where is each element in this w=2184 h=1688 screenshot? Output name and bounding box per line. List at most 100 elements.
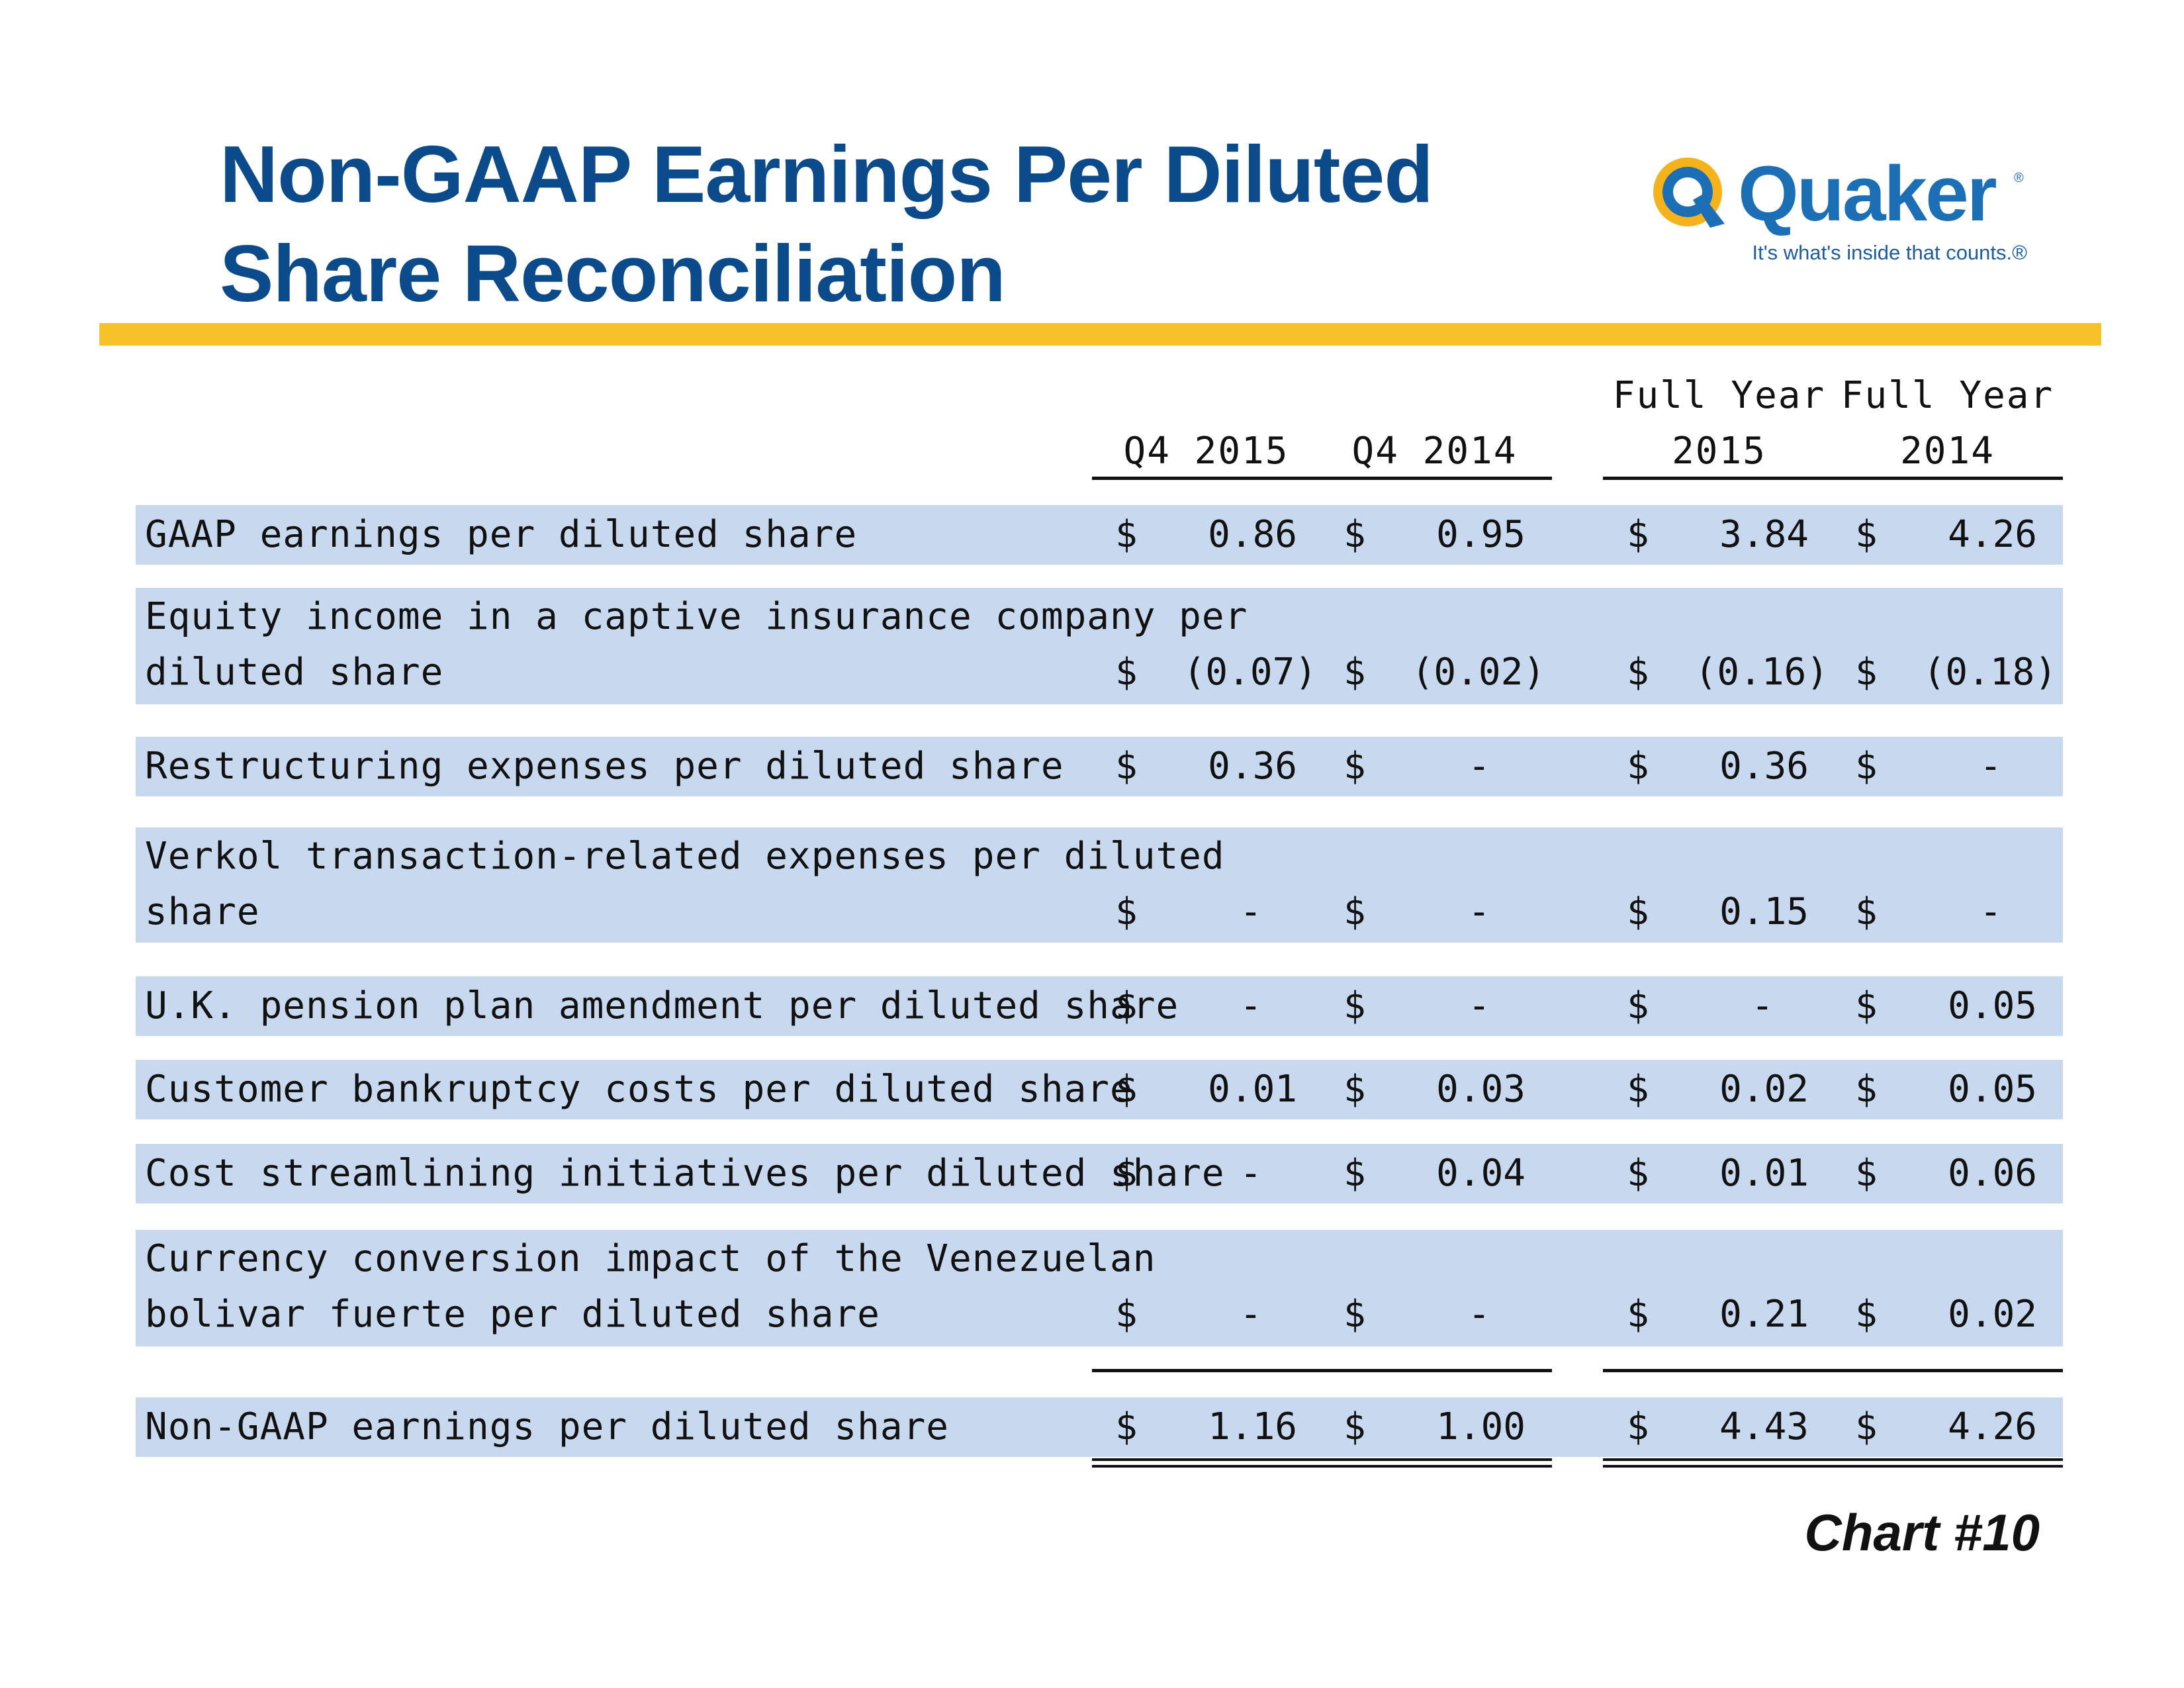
currency-symbol: $ bbox=[1115, 890, 1138, 933]
title-line-2: Share Reconciliation bbox=[220, 228, 1006, 318]
table-row: Customer bankruptcy costs per diluted sh… bbox=[136, 1060, 2063, 1119]
cell-fy-2014: 0.06 bbox=[1948, 1152, 2037, 1195]
currency-symbol: $ bbox=[1855, 984, 1878, 1027]
cell-q4-2015: - bbox=[1240, 890, 1262, 933]
col-header-fy-2015-line1: Full Year bbox=[1612, 374, 1826, 417]
cell-q4-2015: (0.07) bbox=[1183, 651, 1317, 694]
cell-q4-2014: 0.95 bbox=[1436, 513, 1525, 556]
row-label-line2: bolivar fuerte per diluted share bbox=[145, 1293, 880, 1336]
cell-fy-2015: 0.21 bbox=[1719, 1293, 1809, 1336]
header-underline-quarter bbox=[1092, 477, 1552, 480]
row-label: Cost streamlining initiatives per dilute… bbox=[145, 1152, 1225, 1195]
col-header-fy-2015: Full Year 2015 bbox=[1605, 368, 1833, 479]
currency-symbol: $ bbox=[1855, 651, 1878, 694]
currency-symbol: $ bbox=[1343, 745, 1366, 788]
cell-q4-2015: 0.36 bbox=[1208, 745, 1297, 788]
total-fy-2014: 4.26 bbox=[1948, 1405, 2037, 1448]
logo-wordmark: Quaker bbox=[1738, 150, 1997, 238]
table-row: Restructuring expenses per diluted share… bbox=[136, 737, 2063, 796]
currency-symbol: $ bbox=[1627, 1068, 1649, 1111]
table-row: Equity income in a captive insurance com… bbox=[136, 588, 2063, 704]
currency-symbol: $ bbox=[1627, 651, 1649, 694]
total-label: Non-GAAP earnings per diluted share bbox=[145, 1405, 950, 1448]
cell-fy-2014: 0.02 bbox=[1948, 1293, 2037, 1336]
table-row: GAAP earnings per diluted share $ 0.86 $… bbox=[136, 505, 2063, 565]
cell-q4-2014: (0.02) bbox=[1411, 651, 1545, 694]
header-underline-full-year bbox=[1603, 477, 2063, 480]
cell-fy-2015: (0.16) bbox=[1694, 651, 1829, 694]
currency-symbol: $ bbox=[1115, 1293, 1138, 1336]
cell-fy-2015: - bbox=[1751, 984, 1774, 1027]
row-label: Restructuring expenses per diluted share bbox=[145, 745, 1064, 788]
cell-q4-2014: 0.03 bbox=[1436, 1068, 1525, 1111]
col-header-fy-2015-line2: 2015 bbox=[1672, 430, 1766, 473]
cell-q4-2014: - bbox=[1468, 745, 1490, 788]
currency-symbol: $ bbox=[1627, 984, 1649, 1027]
currency-symbol: $ bbox=[1343, 1293, 1366, 1336]
cell-fy-2015: 0.01 bbox=[1719, 1152, 1809, 1195]
currency-symbol: $ bbox=[1343, 1152, 1366, 1195]
cell-fy-2015: 0.15 bbox=[1719, 890, 1809, 933]
quaker-q-icon bbox=[1653, 158, 1725, 228]
currency-symbol: $ bbox=[1627, 890, 1649, 933]
currency-symbol: $ bbox=[1115, 513, 1138, 556]
currency-symbol: $ bbox=[1115, 1405, 1138, 1448]
row-label: U.K. pension plan amendment per diluted … bbox=[145, 984, 1179, 1027]
subtotal-rule-full-year bbox=[1603, 1369, 2063, 1372]
row-label-line1: Verkol transaction-related expenses per … bbox=[145, 835, 1225, 878]
cell-q4-2014: - bbox=[1468, 984, 1490, 1027]
chart-number: Chart #10 bbox=[1804, 1503, 2040, 1562]
table-row: Cost streamlining initiatives per dilute… bbox=[136, 1144, 2063, 1203]
col-header-fy-2014: Full Year 2014 bbox=[1833, 368, 2062, 479]
table-row: Verkol transaction-related expenses per … bbox=[136, 827, 2063, 943]
currency-symbol: $ bbox=[1855, 1068, 1878, 1111]
double-rule-quarter-top bbox=[1092, 1458, 1552, 1461]
quaker-logo: Quaker ® It's what's inside that counts.… bbox=[1647, 151, 2030, 270]
currency-symbol: $ bbox=[1855, 513, 1878, 556]
currency-symbol: $ bbox=[1343, 890, 1366, 933]
cell-fy-2014: (0.18) bbox=[1923, 651, 2057, 694]
currency-symbol: $ bbox=[1627, 1293, 1649, 1336]
cell-fy-2014: - bbox=[1979, 890, 2002, 933]
currency-symbol: $ bbox=[1627, 513, 1649, 556]
currency-symbol: $ bbox=[1343, 1405, 1366, 1448]
col-header-q4-2015: Q4 2015 bbox=[1123, 430, 1289, 473]
logo-registered-mark: ® bbox=[2014, 171, 2024, 185]
currency-symbol: $ bbox=[1115, 651, 1138, 694]
cell-fy-2014: 0.05 bbox=[1948, 984, 2037, 1027]
currency-symbol: $ bbox=[1115, 1068, 1138, 1111]
cell-fy-2014: 4.26 bbox=[1948, 513, 2037, 556]
cell-fy-2014: - bbox=[1979, 745, 2002, 788]
currency-symbol: $ bbox=[1855, 1405, 1878, 1448]
cell-q4-2015: - bbox=[1240, 1152, 1262, 1195]
currency-symbol: $ bbox=[1343, 651, 1366, 694]
col-header-q4-2014: Q4 2014 bbox=[1351, 430, 1518, 473]
cell-q4-2014: - bbox=[1468, 890, 1490, 933]
cell-q4-2015: 0.86 bbox=[1208, 513, 1297, 556]
total-q4-2015: 1.16 bbox=[1208, 1405, 1297, 1448]
currency-symbol: $ bbox=[1855, 890, 1878, 933]
cell-fy-2014: 0.05 bbox=[1948, 1068, 2037, 1111]
col-header-fy-2014-line1: Full Year bbox=[1841, 374, 2054, 417]
currency-symbol: $ bbox=[1855, 1152, 1878, 1195]
total-fy-2015: 4.43 bbox=[1719, 1405, 1809, 1448]
row-label: Customer bankruptcy costs per diluted sh… bbox=[145, 1068, 1133, 1111]
currency-symbol: $ bbox=[1855, 745, 1878, 788]
currency-symbol: $ bbox=[1115, 745, 1138, 788]
currency-symbol: $ bbox=[1115, 984, 1138, 1027]
cell-q4-2015: - bbox=[1240, 1293, 1262, 1336]
cell-fy-2015: 3.84 bbox=[1719, 513, 1809, 556]
accent-rule bbox=[99, 323, 2101, 346]
row-label-line1: Currency conversion impact of the Venezu… bbox=[145, 1237, 1156, 1280]
total-row: Non-GAAP earnings per diluted share $ 1.… bbox=[136, 1397, 2063, 1457]
double-rule-quarter-bottom bbox=[1092, 1465, 1552, 1468]
title-line-1: Non-GAAP Earnings Per Diluted bbox=[220, 129, 1433, 219]
cell-fy-2015: 0.36 bbox=[1719, 745, 1809, 788]
col-header-fy-2014-line2: 2014 bbox=[1900, 430, 1995, 473]
currency-symbol: $ bbox=[1115, 1152, 1138, 1195]
currency-symbol: $ bbox=[1855, 1293, 1878, 1336]
total-q4-2014: 1.00 bbox=[1436, 1405, 1525, 1448]
cell-q4-2015: - bbox=[1240, 984, 1262, 1027]
cell-q4-2014: - bbox=[1468, 1293, 1490, 1336]
cell-fy-2015: 0.02 bbox=[1719, 1068, 1809, 1111]
